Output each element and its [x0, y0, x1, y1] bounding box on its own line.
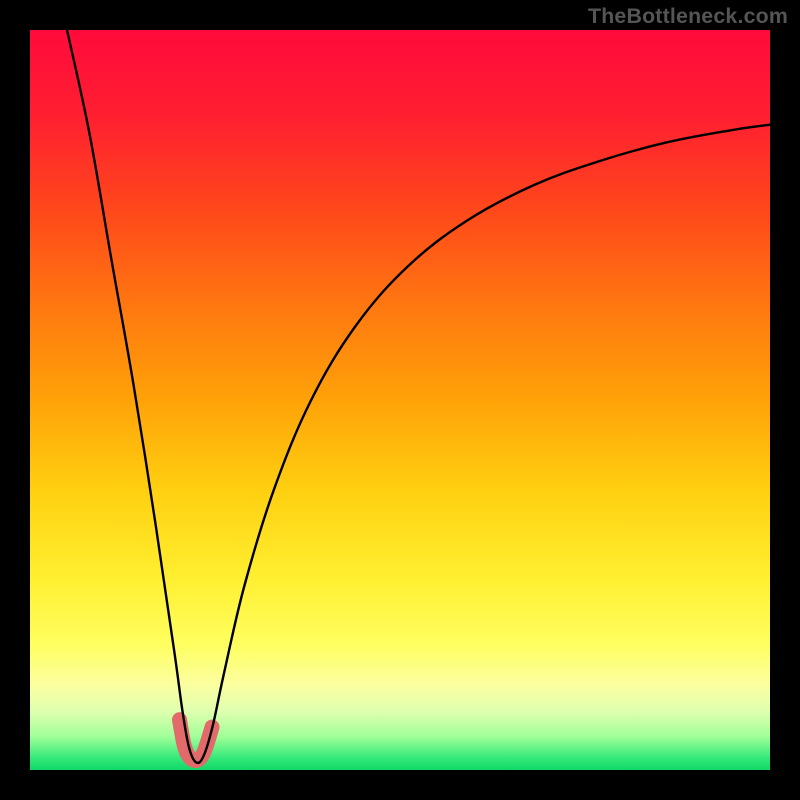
watermark-text: TheBottleneck.com	[588, 4, 788, 29]
bottleneck-chart-svg	[0, 0, 800, 800]
chart-stage: TheBottleneck.com	[0, 0, 800, 800]
plot-background	[30, 30, 770, 770]
